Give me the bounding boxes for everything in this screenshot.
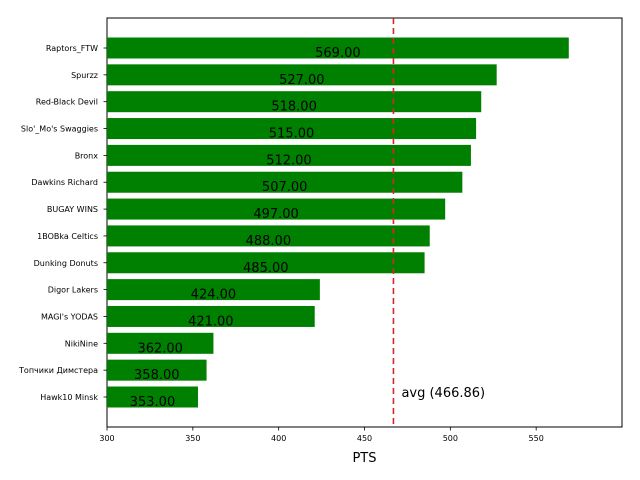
x-axis-title: PTS: [352, 451, 376, 466]
bar-8: [107, 252, 425, 274]
y-tick-label-5: Dawkins Richard: [31, 178, 98, 187]
y-tick-label-0: Raptors_FTW: [46, 44, 98, 53]
bar-7: [107, 225, 430, 247]
bar-value-label-6: 497.00: [253, 207, 299, 222]
y-tick-label-7: 1BOBka Celtics: [37, 232, 98, 241]
bar-value-label-0: 569.00: [315, 46, 361, 61]
bar-1: [107, 64, 497, 86]
bar-value-label-3: 515.00: [269, 127, 315, 142]
bar-2: [107, 91, 482, 113]
y-tick-label-11: NikiNine: [65, 339, 98, 348]
bar-value-label-11: 362.00: [137, 341, 183, 356]
bar-value-label-4: 512.00: [266, 153, 312, 168]
y-tick-label-3: Slo'_Mo's Swaggies: [21, 125, 98, 134]
y-tick-label-10: MAGI's YODAS: [41, 312, 98, 321]
x-tick-label-4: 500: [443, 434, 458, 443]
y-tick-label-12: Топчики Димстера: [18, 366, 98, 375]
bar-6: [107, 198, 446, 220]
x-tick-label-3: 450: [357, 434, 372, 443]
bar-value-label-5: 507.00: [262, 180, 308, 195]
bar-value-label-9: 424.00: [191, 288, 237, 303]
bar-value-label-13: 353.00: [130, 395, 176, 410]
bar-3: [107, 118, 477, 140]
x-ticks: 300 350 400 450 500 550: [99, 427, 544, 443]
bar-4: [107, 144, 471, 166]
y-tick-labels: Raptors_FTW Spurzz Red-Black Devil Slo'_Mo'…: [18, 44, 107, 402]
bar-10: [107, 305, 315, 327]
bar-value-label-7: 488.00: [246, 234, 292, 249]
y-tick-label-9: Digor Lakers: [48, 286, 98, 295]
x-tick-label-1: 350: [185, 434, 200, 443]
y-tick-label-4: Bronx: [75, 151, 99, 160]
x-tick-label-2: 400: [271, 434, 286, 443]
y-tick-label-13: Hawk10 Minsk: [40, 393, 98, 402]
bar-value-label-10: 421.00: [188, 314, 234, 329]
bar-value-label-12: 358.00: [134, 368, 180, 383]
y-tick-label-8: Dunking Donuts: [34, 259, 98, 268]
y-tick-label-2: Red-Black Devil: [36, 98, 98, 107]
bar-value-label-2: 518.00: [271, 100, 317, 115]
bar-11: [107, 332, 214, 354]
x-tick-label-5: 550: [529, 434, 544, 443]
bar-0: [107, 37, 569, 59]
y-tick-label-6: BUGAY WINS: [47, 205, 98, 214]
bar-value-label-8: 485.00: [243, 261, 289, 276]
y-tick-label-1: Spurzz: [71, 71, 98, 80]
average-label: avg (466.86): [401, 386, 485, 401]
bars-group: 569.00 527.00 518.00 515.00 512.00 507.00 497.…: [107, 37, 569, 410]
bar-5: [107, 171, 463, 193]
bar-9: [107, 279, 320, 301]
bar-13: [107, 386, 198, 408]
bar-value-label-1: 527.00: [279, 73, 325, 88]
bar-12: [107, 359, 207, 381]
x-tick-label-0: 300: [99, 434, 114, 443]
